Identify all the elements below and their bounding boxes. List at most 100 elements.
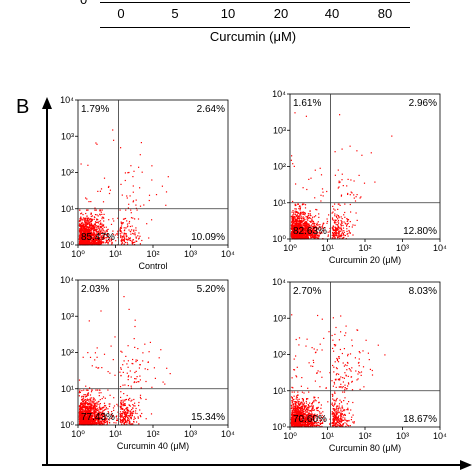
dot <box>83 235 85 237</box>
dot <box>89 394 92 396</box>
dot <box>86 402 88 404</box>
dot <box>339 204 341 206</box>
dot <box>303 232 305 234</box>
dot <box>92 418 94 420</box>
dot <box>122 222 124 224</box>
dot <box>305 234 308 236</box>
dot <box>98 421 100 423</box>
dot <box>309 234 311 236</box>
dot <box>79 239 81 241</box>
dot <box>92 419 94 421</box>
dot <box>293 222 295 224</box>
x-tick-label: 10² <box>146 429 159 439</box>
dot <box>87 164 89 166</box>
dot <box>346 225 348 227</box>
dot <box>135 204 137 206</box>
dot <box>299 208 301 210</box>
dot <box>292 232 294 234</box>
dot <box>87 219 89 222</box>
dot <box>309 230 311 232</box>
dot <box>80 406 82 408</box>
dot <box>93 421 95 423</box>
dot <box>93 237 95 239</box>
dot <box>81 420 83 422</box>
dot <box>295 229 297 231</box>
dot <box>90 221 92 223</box>
dot <box>290 416 293 418</box>
dot <box>88 201 90 203</box>
dot <box>84 422 86 425</box>
dot <box>123 393 125 395</box>
dot <box>135 240 137 242</box>
dot <box>80 229 82 231</box>
dot <box>300 221 302 223</box>
dot <box>344 419 346 421</box>
x-tick-label: 10² <box>358 243 371 253</box>
y-tick-label: 10¹ <box>273 198 286 208</box>
dot <box>79 240 81 242</box>
dot <box>340 420 342 422</box>
dot <box>333 229 335 231</box>
quadrant-lower-left-value: 77.43% <box>81 412 115 423</box>
dot <box>306 230 308 232</box>
dot <box>297 224 299 227</box>
dot <box>99 214 101 216</box>
dot <box>84 396 87 398</box>
dot <box>333 231 335 234</box>
dot <box>341 232 343 234</box>
dot <box>133 398 135 401</box>
dot <box>79 238 81 240</box>
dot <box>126 363 128 365</box>
dot <box>100 414 102 416</box>
dot <box>101 243 103 245</box>
dot <box>296 237 298 239</box>
dot <box>105 415 107 417</box>
dot <box>84 222 86 224</box>
dot <box>334 226 336 228</box>
dot <box>302 226 304 229</box>
dot <box>346 424 349 426</box>
dot <box>91 365 93 367</box>
dot <box>106 417 108 419</box>
dot <box>353 194 355 196</box>
dot <box>329 423 331 426</box>
dot <box>309 410 311 412</box>
dot <box>337 169 339 171</box>
dot <box>300 232 302 234</box>
dot <box>300 220 302 222</box>
dot <box>354 200 357 202</box>
dot <box>336 417 339 419</box>
dot <box>91 420 93 422</box>
dot <box>130 416 132 418</box>
dot <box>139 409 141 411</box>
dot <box>343 348 345 350</box>
dot <box>89 220 91 222</box>
dot <box>299 214 301 216</box>
dot <box>81 415 83 417</box>
dot <box>349 221 351 223</box>
dot <box>126 423 128 425</box>
dot <box>292 214 294 216</box>
dot <box>309 235 312 237</box>
dot <box>304 212 306 214</box>
dot <box>120 408 122 410</box>
dot <box>81 229 83 231</box>
dot <box>103 423 105 425</box>
dot <box>101 412 103 414</box>
dot <box>80 420 82 422</box>
dot <box>363 182 366 184</box>
dot <box>337 208 339 210</box>
dot <box>131 415 133 417</box>
dot <box>82 403 84 406</box>
dot <box>327 231 329 233</box>
dot <box>132 423 134 425</box>
dot <box>110 413 112 415</box>
dot <box>304 228 306 230</box>
dot <box>293 407 295 409</box>
dot <box>298 407 300 409</box>
dot <box>122 405 124 407</box>
dot <box>80 403 82 405</box>
dot <box>297 402 299 404</box>
dot <box>80 415 82 417</box>
dot <box>335 411 337 413</box>
